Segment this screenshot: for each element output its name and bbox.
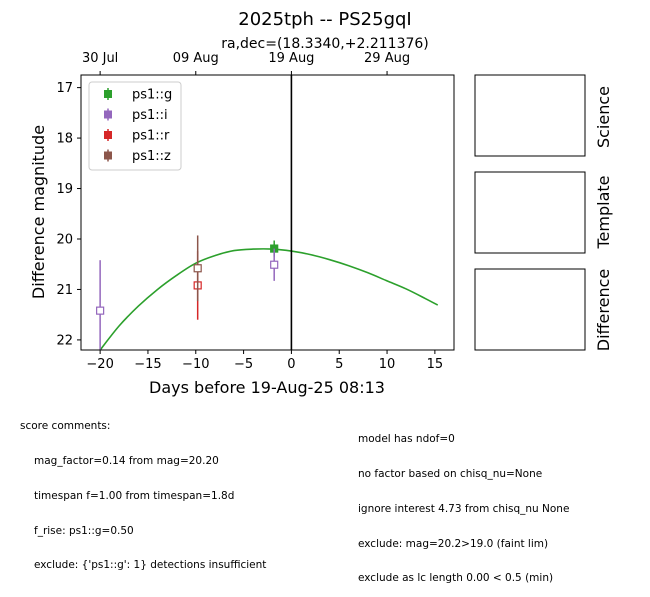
x-tick-label: 5: [335, 357, 343, 372]
legend-marker: [104, 90, 112, 98]
comment-line: exclude: {'ps1::g': 1} detections insuff…: [34, 559, 267, 572]
legend-marker: [104, 131, 112, 139]
legend-label: ps1::i: [132, 108, 168, 123]
comment-line: ignore interest 4.73 from chisq_nu None: [358, 502, 570, 515]
top-date-axis: 30 Jul 09 Aug 19 Aug 29 Aug: [82, 51, 410, 75]
comment-line: model has ndof=0: [358, 433, 455, 446]
template-panel: [474, 171, 586, 254]
comment-line: timespan f=1.00 from timespan=1.8d: [34, 489, 235, 502]
x-tick-label: 15: [427, 357, 444, 372]
y-tick-label: 22: [56, 333, 73, 348]
x-tick-label: −15: [134, 357, 161, 372]
model-comments: model has ndof=0 no factor based on chis…: [358, 411, 569, 597]
x-tick-label: 0: [287, 357, 295, 372]
plot-frame: [80, 74, 455, 351]
x-tick-label: −10: [182, 357, 209, 372]
difference-label: Difference: [594, 269, 613, 351]
point-marker: [270, 260, 279, 269]
x-tick-label: −5: [234, 357, 253, 372]
legend-marker: [104, 151, 112, 160]
top-tick-label: 19 Aug: [268, 51, 314, 66]
legend-label: ps1::r: [132, 129, 170, 144]
figure: 2025tph -- PS25gqI ra,dec=(18.3340,+2.21…: [29, 9, 613, 397]
x-axis-label: Days before 19-Aug-25 08:13: [149, 378, 385, 397]
y-axis: 17 18 19 20 21 22: [56, 81, 81, 348]
y-tick-label: 21: [56, 283, 73, 298]
template-label: Template: [594, 175, 613, 249]
legend-frame: [88, 81, 182, 171]
point-marker: [193, 264, 202, 273]
figure-title: 2025tph -- PS25gqI: [238, 9, 411, 30]
legend-marker: [104, 110, 112, 119]
y-tick-label: 18: [56, 132, 73, 147]
figure-subtitle: ra,dec=(18.3340,+2.211376): [221, 36, 429, 52]
plot-area: [96, 75, 439, 351]
model-curve: [99, 248, 439, 351]
difference-panel: [474, 268, 586, 351]
top-tick-label: 29 Aug: [364, 51, 410, 66]
y-tick-label: 20: [56, 232, 73, 247]
top-tick-label: 30 Jul: [82, 51, 118, 66]
score-comments: score comments: mag_factor=0.14 from mag…: [20, 398, 266, 584]
comment-line: mag_factor=0.14 from mag=20.20: [34, 454, 219, 467]
y-axis-label: Difference magnitude: [29, 125, 48, 299]
data-points: [96, 235, 279, 350]
y-tick-label: 19: [56, 182, 73, 197]
point-marker: [96, 306, 105, 315]
comment-line: exclude as lc length 0.00 < 0.5 (min): [358, 572, 554, 585]
science-panel: [474, 74, 586, 157]
comment-line: no factor based on chisq_nu=None: [358, 467, 543, 480]
legend-label: ps1::g: [132, 88, 172, 103]
legend-label: ps1::z: [132, 149, 171, 164]
x-tick-label: −20: [86, 357, 113, 372]
y-tick-label: 17: [56, 81, 73, 96]
science-label: Science: [594, 86, 613, 148]
comment-line: exclude: mag=20.2>19.0 (faint lim): [358, 537, 549, 550]
score-comments-heading: score comments:: [20, 420, 111, 433]
x-tick-label: 10: [379, 357, 396, 372]
x-axis: −20 −15 −10 −5 0 5 10 15: [86, 350, 443, 372]
comment-line: f_rise: ps1::g=0.50: [34, 524, 134, 537]
top-tick-label: 09 Aug: [173, 51, 219, 66]
